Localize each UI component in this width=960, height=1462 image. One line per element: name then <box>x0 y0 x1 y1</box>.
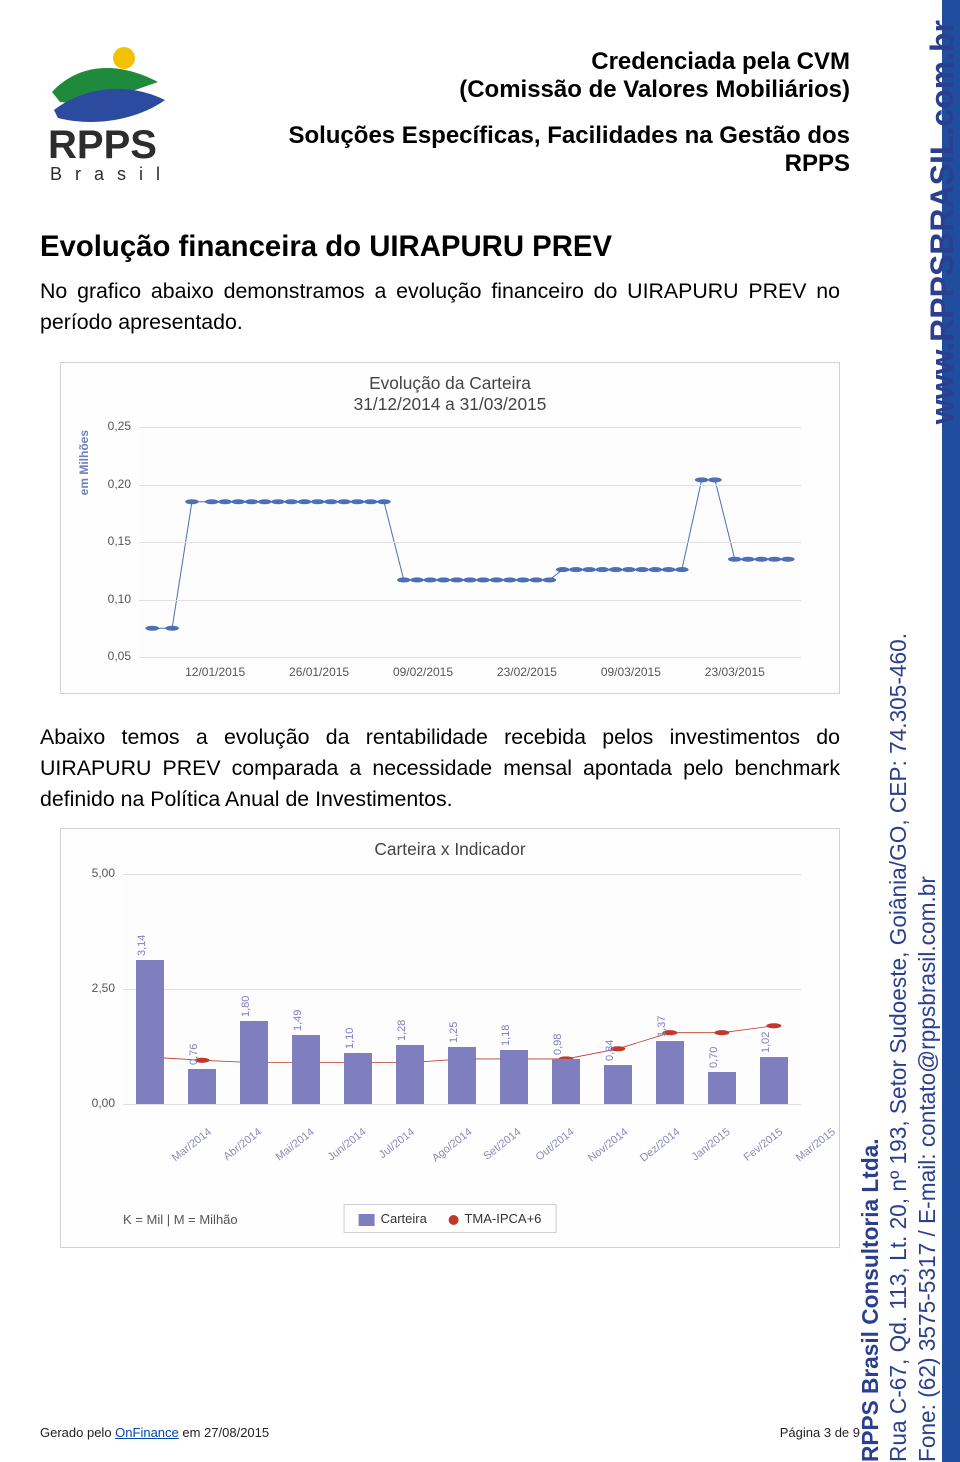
chart2-bar-value: 0,76 <box>188 1044 200 1065</box>
chart2-bar-value: 1,25 <box>448 1021 460 1042</box>
chart1-y-tick: 0,15 <box>91 534 131 548</box>
chart1-y-tick: 0,05 <box>91 649 131 663</box>
chart2-bar-value: 1,28 <box>396 1020 408 1041</box>
chart2-bar <box>604 1065 632 1104</box>
chart2-bar <box>240 1021 268 1104</box>
chart1-y-tick: 0,20 <box>91 477 131 491</box>
chart2-x-category: Nov/2014 <box>586 1126 630 1164</box>
footer-suffix: em 27/08/2015 <box>179 1425 269 1440</box>
chart2-bar-value: 1,02 <box>760 1032 772 1053</box>
sidebar-url: www.RPPSBRASIL.com.br <box>924 20 960 424</box>
chart1-x-tick: 12/01/2015 <box>185 665 245 679</box>
chart1-subtitle: 31/12/2014 a 31/03/2015 <box>61 394 839 415</box>
chart1-x-tick: 09/03/2015 <box>601 665 661 679</box>
chart2-bar-value: 1,10 <box>344 1028 356 1049</box>
chart1-y-axis-label: em Milhões <box>77 430 91 495</box>
chart2-bar-value: 1,18 <box>500 1024 512 1045</box>
chart2-bar <box>500 1050 528 1104</box>
chart2-bar-value: 3,14 <box>136 934 148 955</box>
chart2-x-category: Abr/2014 <box>222 1126 265 1163</box>
chart2-x-category: Jun/2014 <box>326 1126 369 1163</box>
chart2-bar <box>292 1035 320 1104</box>
chart2-x-category: Mai/2014 <box>274 1126 317 1163</box>
chart2-bar-value: 1,80 <box>240 996 252 1017</box>
chart2-bar-value: 1,49 <box>292 1010 304 1031</box>
footer-prefix: Gerado pelo <box>40 1425 115 1440</box>
svg-text:B r a s i l: B r a s i l <box>50 164 164 184</box>
chart-carteira-x-indicador: Carteira x Indicador 0,002,505,003,14Mar… <box>60 828 840 1248</box>
chart-evolucao-carteira: Evolução da Carteira 31/12/2014 a 31/03/… <box>60 362 840 694</box>
chart2-x-category: Out/2014 <box>534 1126 577 1163</box>
chart2-bar <box>344 1053 372 1104</box>
chart2-bar-value: 0,98 <box>552 1034 564 1055</box>
footer-page-number: Página 3 de 9 <box>780 1425 860 1440</box>
logo-rpps-brasil: RPPS B r a s i l <box>40 40 190 190</box>
chart2-km-note: K = Mil | M = Milhão <box>123 1212 238 1227</box>
chart2-bar-value: 1,37 <box>656 1016 668 1037</box>
chart2-bar-value: 0,84 <box>604 1040 616 1061</box>
chart2-bar <box>396 1045 424 1104</box>
chart2-x-category: Mar/2014 <box>170 1126 214 1164</box>
chart2-title: Carteira x Indicador <box>61 839 839 860</box>
svg-text:RPPS: RPPS <box>48 123 157 167</box>
chart2-bar <box>708 1072 736 1104</box>
chart1-y-tick: 0,25 <box>91 419 131 433</box>
chart2-x-category: Jan/2015 <box>690 1126 733 1163</box>
header-line-1: Credenciada pela CVM <box>591 48 850 75</box>
chart1-title: Evolução da Carteira <box>61 373 839 394</box>
legend-swatch-carteira <box>359 1214 375 1226</box>
footer-link-onfinance[interactable]: OnFinance <box>115 1425 179 1440</box>
chart2-x-category: Dez/2014 <box>638 1126 682 1164</box>
header-line-2: (Comissão de Valores Mobiliários) <box>459 76 850 103</box>
chart2-bar <box>448 1047 476 1105</box>
chart1-y-tick: 0,10 <box>91 592 131 606</box>
intro-paragraph: No grafico abaixo demonstramos a evoluçã… <box>40 276 840 338</box>
chart2-bar <box>188 1069 216 1104</box>
chart2-bar <box>552 1059 580 1104</box>
footer: Gerado pelo OnFinance em 27/08/2015 Pági… <box>40 1425 860 1440</box>
section-title: Evolução financeira do UIRAPURU PREV <box>40 230 612 264</box>
mid-paragraph: Abaixo temos a evolução da rentabilidade… <box>40 722 840 815</box>
chart2-x-category: Ago/2014 <box>430 1126 475 1164</box>
chart2-y-tick: 2,50 <box>75 981 115 995</box>
chart2-bar <box>656 1041 684 1104</box>
legend-label-tma: TMA-IPCA+6 <box>464 1211 541 1226</box>
chart2-bar <box>136 960 164 1104</box>
chart2-x-category: Mar/2015 <box>794 1126 838 1164</box>
chart1-x-tick: 23/02/2015 <box>497 665 557 679</box>
legend-label-carteira: Carteira <box>381 1211 427 1226</box>
chart1-plot-area: 0,050,100,150,200,2512/01/201526/01/2015… <box>139 427 801 657</box>
chart1-x-tick: 26/01/2015 <box>289 665 349 679</box>
chart2-x-category: Jul/2014 <box>377 1126 417 1161</box>
chart1-x-tick: 23/03/2015 <box>705 665 765 679</box>
chart2-x-category: Fev/2015 <box>742 1126 786 1164</box>
chart2-y-tick: 5,00 <box>75 866 115 880</box>
chart2-bar <box>760 1057 788 1104</box>
header-text: Credenciada pela CVM (Comissão de Valore… <box>220 48 850 178</box>
chart1-x-tick: 09/02/2015 <box>393 665 453 679</box>
logo-svg: RPPS B r a s i l <box>40 40 190 190</box>
chart2-y-tick: 0,00 <box>75 1096 115 1110</box>
chart2-legend: Carteira TMA-IPCA+6 <box>344 1204 557 1233</box>
page: RPPS Brasil Consultoria Ltda.Rua C-67, Q… <box>0 0 960 1462</box>
chart2-x-category: Set/2014 <box>481 1126 523 1163</box>
chart2-bar-value: 0,70 <box>708 1046 720 1067</box>
legend-dot-tma <box>448 1215 458 1225</box>
header: RPPS B r a s i l Credenciada pela CVM (C… <box>40 40 860 210</box>
header-line-3: Soluções Específicas, Facilidades na Ges… <box>220 122 850 178</box>
chart2-plot-area: 0,002,505,003,14Mar/20140,76Abr/20141,80… <box>123 874 801 1104</box>
